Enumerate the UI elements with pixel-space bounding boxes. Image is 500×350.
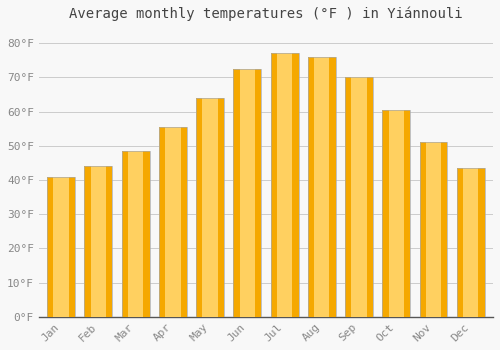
Bar bbox=[122, 151, 150, 317]
Bar bbox=[159, 127, 187, 317]
Bar bbox=[420, 142, 448, 317]
Bar bbox=[270, 54, 298, 317]
Bar bbox=[90, 166, 106, 317]
Bar bbox=[420, 142, 448, 317]
Bar bbox=[54, 177, 69, 317]
Bar bbox=[196, 98, 224, 317]
Bar bbox=[234, 69, 262, 317]
Bar bbox=[165, 127, 180, 317]
Bar bbox=[308, 57, 336, 317]
Bar bbox=[352, 77, 366, 317]
Bar bbox=[308, 57, 336, 317]
Bar bbox=[196, 98, 224, 317]
Bar bbox=[159, 127, 187, 317]
Bar bbox=[47, 177, 75, 317]
Bar bbox=[457, 168, 484, 317]
Bar bbox=[240, 69, 255, 317]
Bar bbox=[84, 166, 112, 317]
Bar bbox=[388, 110, 404, 317]
Bar bbox=[277, 54, 292, 317]
Bar bbox=[345, 77, 373, 317]
Bar bbox=[122, 151, 150, 317]
Bar bbox=[84, 166, 112, 317]
Bar bbox=[426, 142, 441, 317]
Bar bbox=[345, 77, 373, 317]
Title: Average monthly temperatures (°F ) in Yiánnouli: Average monthly temperatures (°F ) in Yi… bbox=[69, 7, 462, 21]
Bar bbox=[314, 57, 330, 317]
Bar bbox=[463, 168, 478, 317]
Bar bbox=[234, 69, 262, 317]
Bar bbox=[47, 177, 75, 317]
Bar bbox=[202, 98, 218, 317]
Bar bbox=[270, 54, 298, 317]
Bar bbox=[382, 110, 410, 317]
Bar bbox=[128, 151, 144, 317]
Bar bbox=[382, 110, 410, 317]
Bar bbox=[457, 168, 484, 317]
